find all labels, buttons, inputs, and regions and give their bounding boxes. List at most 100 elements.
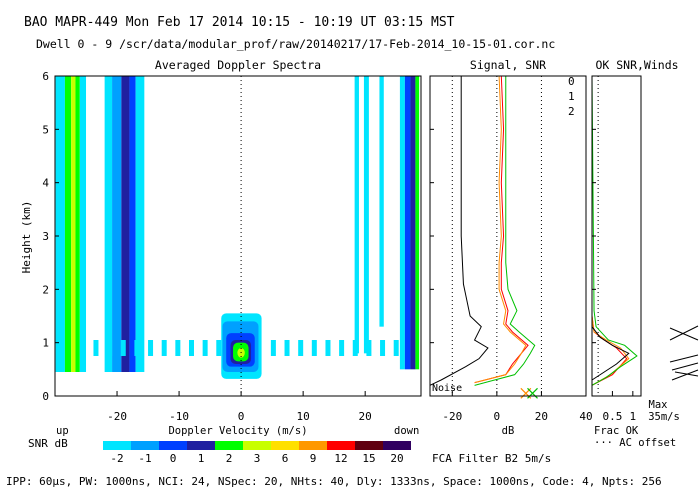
spectra-band [71,76,76,372]
spectra-band [79,76,87,372]
header-dwell: Dwell 0 - 9 /scr/data/modular_prof/raw/2… [36,37,555,51]
colorbar-swatch [327,441,355,450]
series-snr-0 [474,75,529,384]
spectra-panel: 0 1 2 3 4 5 6 -20 -10 0 10 20 [42,70,422,423]
colorbar-swatch [131,441,159,450]
spectra-band [410,76,416,370]
legend-entry-1: 1 [568,90,575,103]
legend-entry-2: 2 [568,105,575,118]
spectra-band [415,76,420,370]
colorbar-swatch [243,441,271,450]
x-axis-label: Doppler Velocity (m/s) [168,425,307,437]
spectra-band [112,76,122,372]
wind-barb [671,369,699,381]
spectra-band [104,76,113,372]
colorbar-tick: 15 [362,452,375,465]
colorbar-tick: -2 [110,452,123,465]
low-layer-echo [284,340,290,356]
series-frac-black [591,326,630,381]
low-layer-echo [79,340,85,356]
ac-offset-note: ··· AC offset [594,437,676,449]
spectra-band [404,76,411,370]
series-frac-0 [591,76,628,386]
snr-x-tick-label: -20 [442,410,462,423]
y-tick-label: 0 [42,390,49,403]
y-tick-label: 4 [42,177,49,190]
up-label: up [56,425,69,437]
frac-x-tick-label: 0.5 [602,410,622,423]
colorbar: -2 -1 0 1 2 3 6 9 12 15 20 [103,441,411,465]
x-tick-label: 0 [238,410,245,423]
wind-barb [669,325,699,341]
colorbar-tick: 9 [310,452,317,465]
low-layer-echo [298,340,304,356]
series-signal [429,76,489,386]
spectra-band [135,76,145,372]
colorbar-tick: 12 [334,452,347,465]
colorbar-swatch [215,441,243,450]
y-tick-label: 3 [42,230,49,243]
y-tick-label: 6 [42,70,49,83]
wind-barb [669,327,699,341]
colorbar-swatch [299,441,327,450]
y-tick-label: 2 [42,283,49,296]
low-layer-echo [325,340,331,356]
low-layer-echo [202,340,208,356]
series-snr-1 [474,75,527,384]
noise-label: Noise [432,383,462,394]
wind-barb [671,362,699,371]
spectra-band [399,76,405,370]
low-layer-echo [120,340,126,356]
max-label: Max [649,399,668,411]
colorbar-tick: 2 [226,452,233,465]
x-tick-label: -20 [107,410,127,423]
colorbar-tick: -1 [138,452,151,465]
colorbar-swatch [383,441,411,450]
low-layer-echo [107,340,113,356]
frac-title: OK SNR,Winds [595,58,678,72]
y-tick-label: 1 [42,337,49,350]
x-tick-label: 10 [297,410,310,423]
low-layer-echo [148,340,154,356]
colorbar-tick: 20 [390,452,403,465]
header-title: BAO MAPR-449 Mon Feb 17 2014 10:15 - 10:… [24,15,455,30]
low-layer-echo [339,340,345,356]
colorbar-title: SNR dB [28,437,68,450]
low-layer-echo [93,340,99,356]
series-frac-1 [591,76,630,386]
low-layer-echo [175,340,181,356]
snr-x-label: dB [502,425,515,437]
wind-barb [669,354,699,363]
series-frac-2 [591,75,638,386]
colorbar-tick: 1 [198,452,205,465]
colorbar-swatch [103,441,131,450]
spectra-band [64,76,72,372]
spectra-band [379,76,384,327]
colorbar-swatch [187,441,215,450]
spectra-band [363,76,369,354]
filter-label: FCA Filter B2 5m/s [432,452,551,465]
max-value: 35m/s [648,411,680,423]
frac-x-label: Frac OK [594,425,639,437]
low-layer-echo [366,340,372,356]
wind-barbs [669,325,699,381]
spectra-band [129,76,136,372]
low-layer-echo [216,340,222,356]
low-layer-echo [393,340,399,356]
snr-marker [527,387,538,399]
snr-x-tick-label: 40 [579,410,592,423]
low-layer-echo [134,340,140,356]
low-layer-echo [352,340,358,356]
x-tick-label: 20 [359,410,372,423]
frac-panel: 0 1 2 0.5 1 [568,75,642,423]
frac-x-tick-label: 1 [630,410,637,423]
colorbar-swatch [271,441,299,450]
low-layer-echo [311,340,317,356]
snr-frame [429,75,587,397]
spectra-band [354,76,359,354]
colorbar-tick: 6 [282,452,289,465]
wind-barb [674,371,699,377]
colorbar-swatch [355,441,383,450]
colorbar-tick: 0 [170,452,177,465]
